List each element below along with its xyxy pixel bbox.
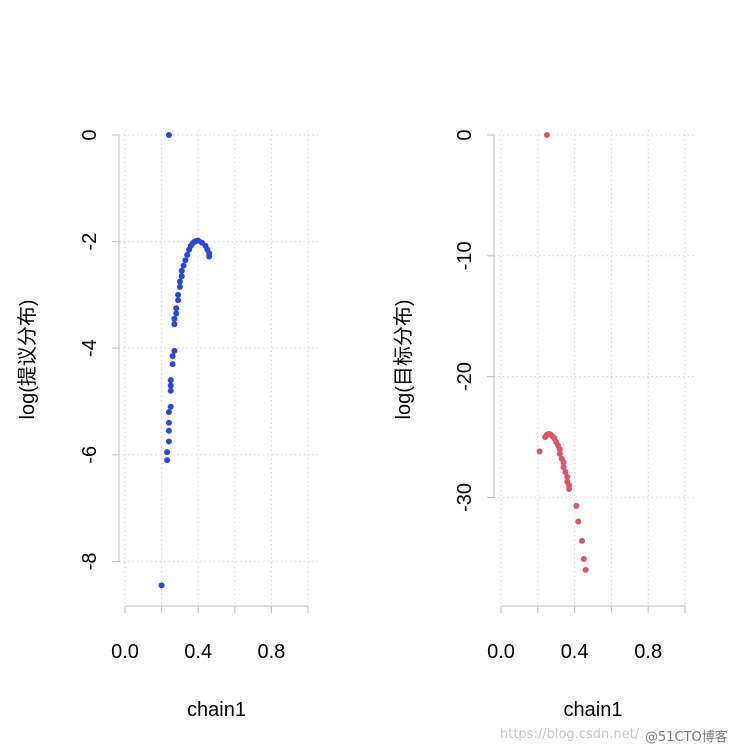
y-axis-title: log(提议分布) [16,299,39,419]
data-point [178,273,185,280]
y-tick-label: -2 [79,233,101,251]
data-point [167,403,174,410]
data-point [556,446,563,453]
data-point [573,502,580,509]
data-point [536,448,543,455]
data-point [182,257,189,264]
data-point [566,485,573,492]
data-point [184,251,191,258]
y-tick-label: 0 [454,129,476,140]
data-point [176,278,183,285]
grid-lines [119,130,318,606]
data-point [560,464,567,471]
data-point [171,347,178,354]
data-point [173,310,180,317]
data-point [175,291,182,298]
data-point [206,253,213,260]
watermark-brand: @51CTO博客 [645,730,728,745]
data-point [165,409,172,416]
chart-panel-proposal: 0 -2 -4 -6 -8 0.0 0.4 0.8 chain1 log(提议分布) [16,129,318,721]
y-tick-label: -6 [79,446,101,464]
x-tick-label: 0.8 [634,641,662,663]
data-point [167,382,174,389]
data-point [173,305,180,312]
data-point [560,459,567,466]
x-axis-title: chain1 [187,699,246,721]
data-point [164,449,171,456]
data-point [165,419,172,426]
data-point [564,473,571,480]
y-tick-label: 0 [79,129,101,140]
data-point [180,262,187,269]
data-point [165,427,172,434]
data-point [171,321,178,328]
data-point [165,438,172,445]
y-tick-label: -10 [454,241,476,270]
data-point [176,283,183,290]
data-point [164,457,171,464]
data-points [536,132,589,573]
data-point [171,315,178,322]
data-point [544,132,550,138]
grid-lines [494,130,695,606]
data-point [578,537,585,544]
x-axis-title: chain1 [564,699,623,721]
data-point [158,582,165,589]
x-tick-label: 0.4 [561,641,589,663]
x-tick-label: 0.4 [184,641,212,663]
data-point [167,387,174,394]
y-axis-title: log(目标分布) [392,299,415,419]
data-point [167,377,174,384]
data-point [169,353,176,360]
x-tick-label: 0.8 [257,641,285,663]
data-point [582,566,589,573]
data-points [158,132,213,589]
data-point [169,361,176,368]
axes: 0 -2 -4 -6 -8 0.0 0.4 0.8 [79,129,309,663]
chart-panel-target: 0 -10 -20 -30 0.0 0.4 0.8 chain1 log(目标分布) [392,129,695,721]
y-tick-label: -30 [454,483,476,512]
x-tick-label: 0.0 [487,641,515,663]
axes: 0 -10 -20 -30 0.0 0.4 0.8 [454,129,686,663]
data-point [178,267,185,274]
x-tick-label: 0.0 [111,641,139,663]
data-point [175,297,182,304]
data-point [556,450,563,457]
y-tick-label: -4 [79,339,101,357]
data-point [165,132,172,138]
watermark-url: https://blog.csdn.net/ [500,727,640,742]
data-point [575,518,582,525]
data-point [580,556,587,563]
y-tick-label: -20 [454,362,476,391]
y-tick-label: -8 [79,552,101,570]
data-point [562,469,569,476]
